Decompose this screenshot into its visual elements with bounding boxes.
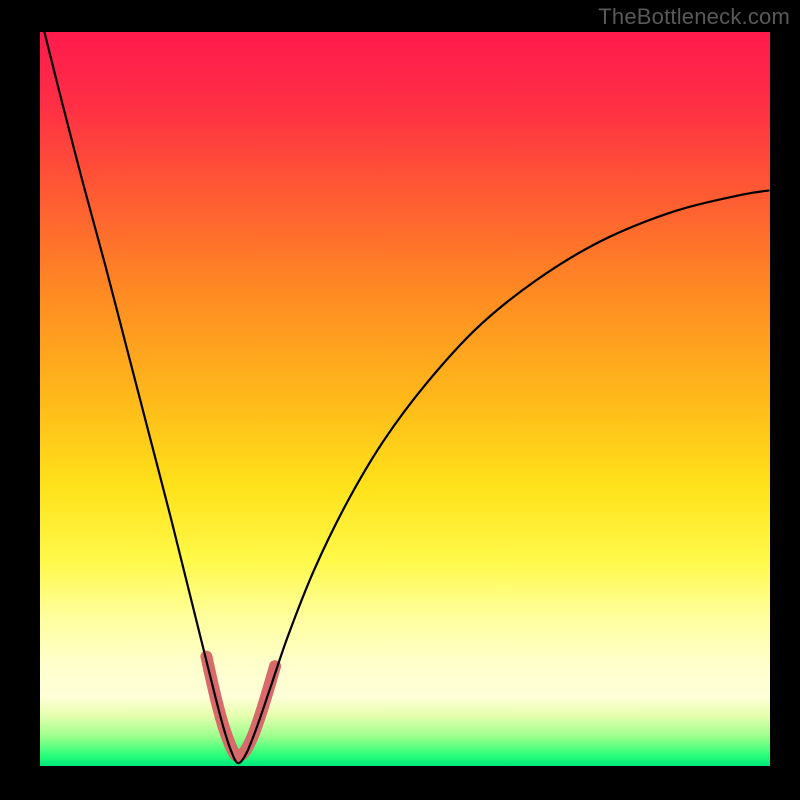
plot-background xyxy=(40,32,770,766)
watermark-text: TheBottleneck.com xyxy=(598,4,790,30)
plot-area xyxy=(40,32,770,766)
plot-svg xyxy=(40,32,770,766)
